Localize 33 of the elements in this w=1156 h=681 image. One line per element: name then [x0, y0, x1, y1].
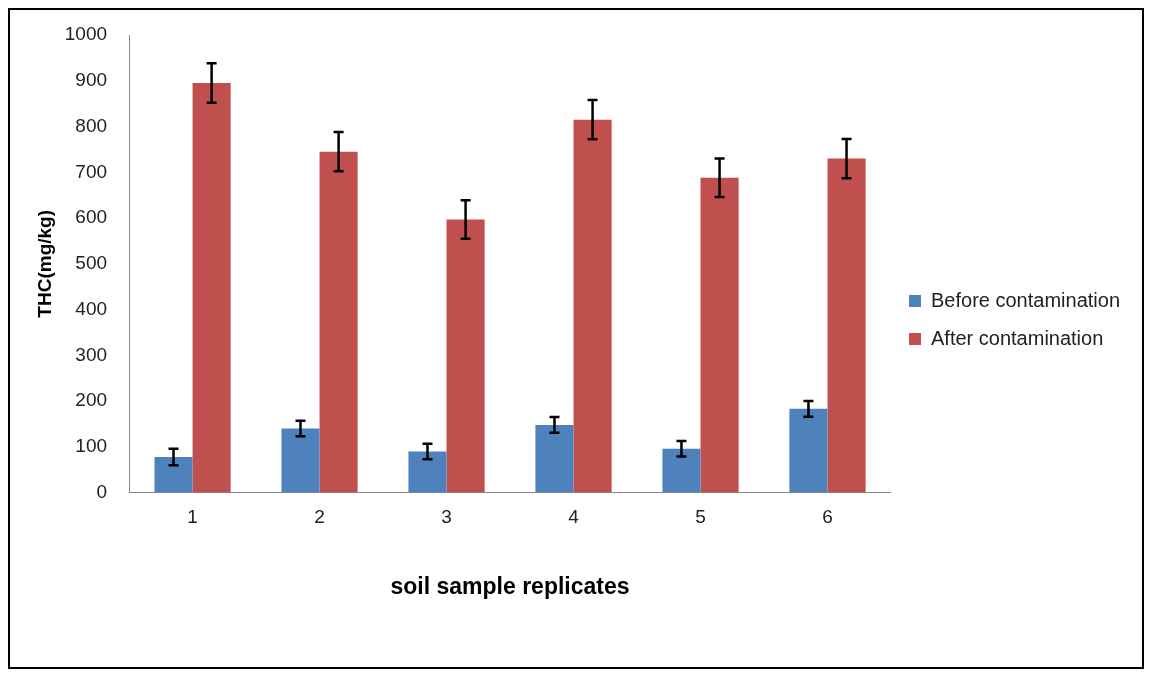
legend-label: After contamination	[931, 326, 1104, 349]
bar	[192, 83, 231, 493]
x-tick-label: 1	[187, 506, 198, 528]
y-tick-label: 600	[75, 206, 108, 228]
y-tick-label: 0	[96, 480, 108, 502]
bar	[535, 424, 574, 493]
legend-label: Before contamination	[931, 288, 1121, 311]
y-tick-label: 800	[75, 114, 108, 136]
y-tick-label: 400	[75, 297, 108, 319]
x-tick-label: 6	[822, 506, 833, 528]
y-tick-label: 200	[75, 389, 108, 411]
y-axis-title: THC(mg/kg)	[33, 209, 55, 318]
bar	[446, 219, 485, 493]
x-tick-label: 2	[314, 506, 325, 528]
bar	[319, 151, 358, 493]
y-tick-label: 300	[75, 343, 108, 365]
bar	[789, 408, 828, 493]
x-tick-label: 5	[695, 506, 706, 528]
x-axis-title: soil sample replicates	[390, 572, 630, 599]
bar	[408, 451, 447, 493]
y-tick-label: 500	[75, 252, 108, 274]
bar	[700, 177, 739, 493]
bar	[281, 428, 320, 493]
x-tick-label: 3	[441, 506, 452, 528]
y-tick-label: 100	[75, 435, 108, 457]
bar	[573, 119, 612, 493]
y-tick-label: 900	[75, 68, 108, 90]
y-tick-label: 1000	[64, 23, 108, 45]
bar	[827, 158, 866, 493]
x-tick-label: 4	[568, 506, 580, 528]
bar	[662, 448, 701, 493]
y-tick-label: 700	[75, 160, 108, 182]
bar	[154, 456, 193, 493]
